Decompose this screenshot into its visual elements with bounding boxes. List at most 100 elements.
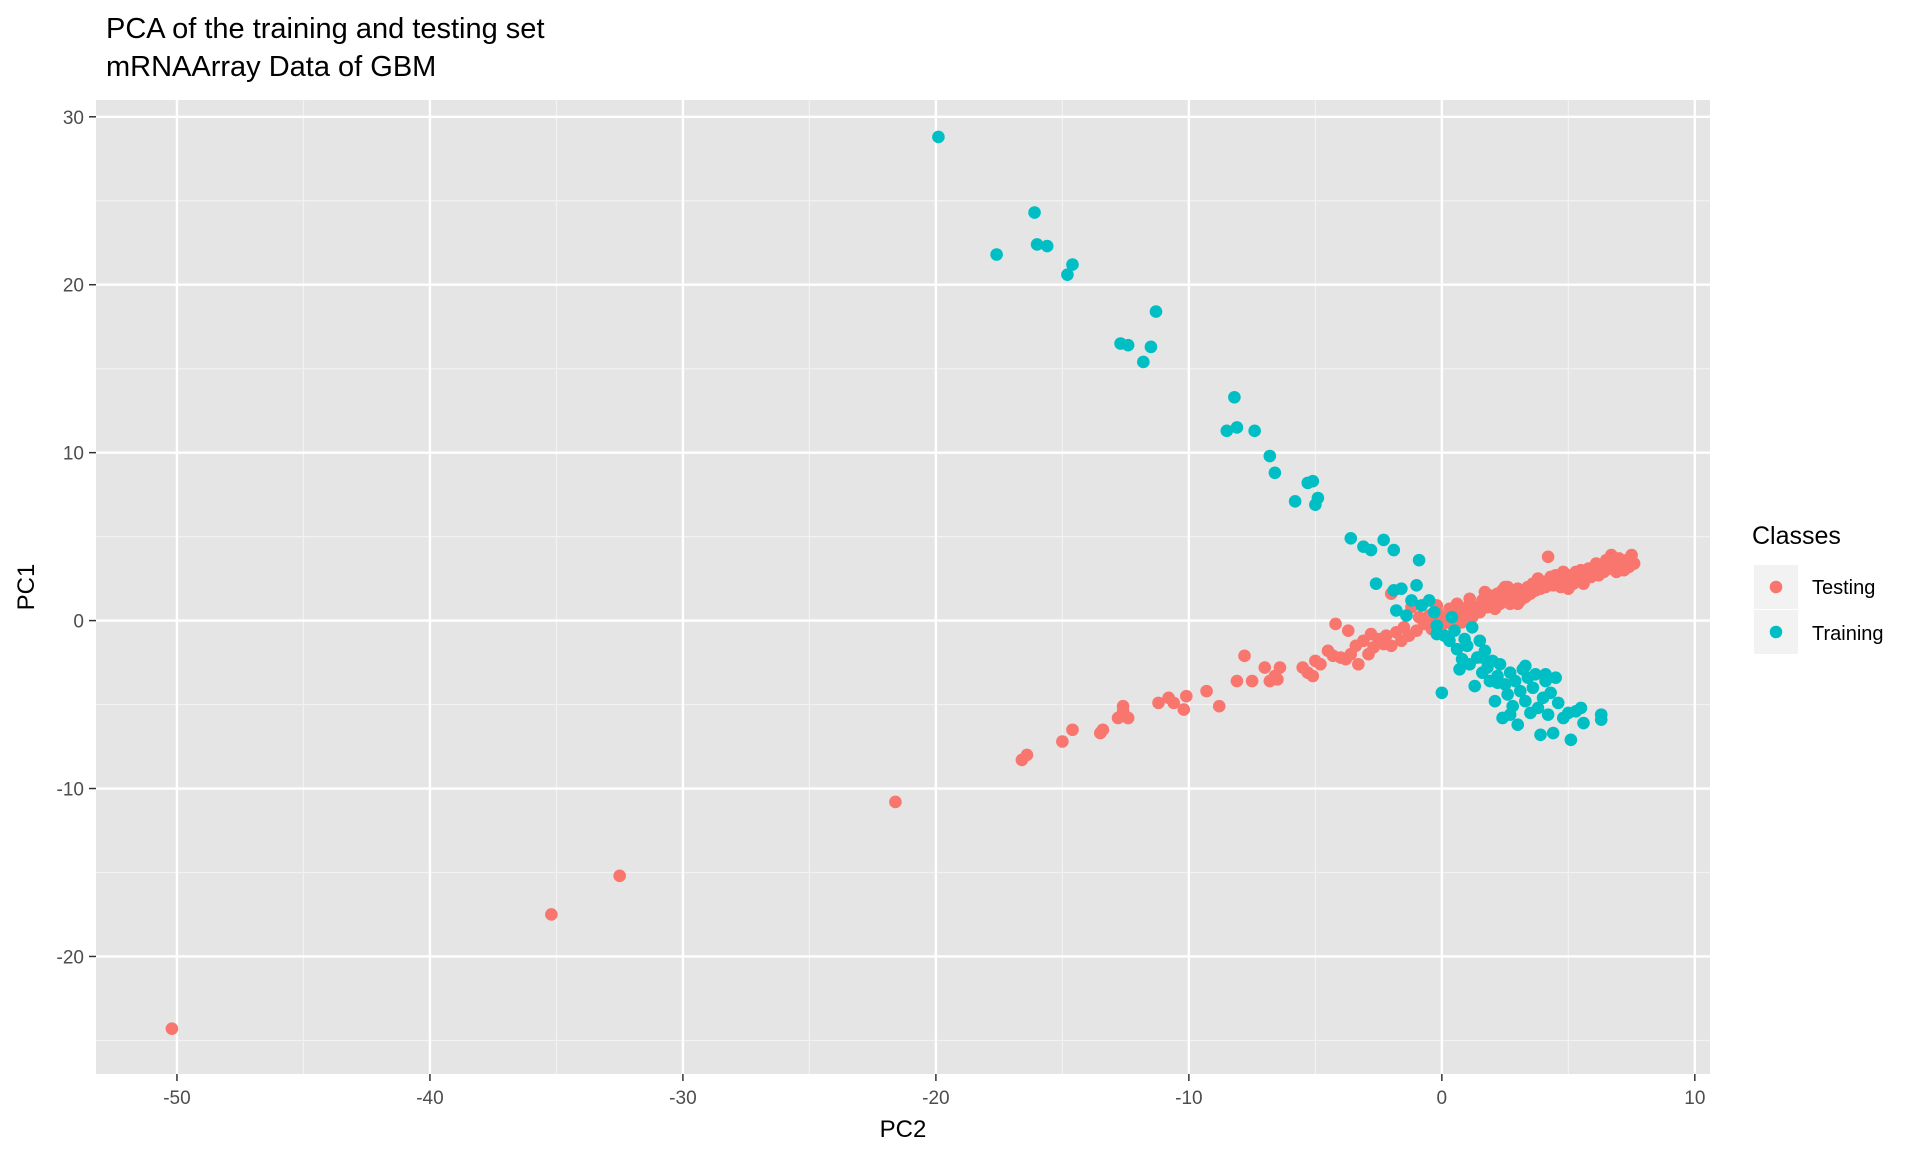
point-testing [1258, 661, 1272, 674]
point-testing [545, 908, 558, 921]
x-tick-label: -10 [1175, 1088, 1202, 1109]
point-training [1473, 634, 1487, 648]
point-training [1476, 651, 1489, 664]
point-testing [1329, 617, 1342, 631]
y-tick-label: 30 [63, 108, 84, 129]
point-training [1412, 553, 1426, 567]
point-training [1443, 634, 1456, 648]
point-training [1395, 582, 1408, 595]
point-training [1541, 708, 1555, 721]
x-tick-label: -40 [416, 1088, 443, 1109]
y-tick-label: -20 [57, 947, 84, 968]
point-training [1369, 577, 1383, 590]
point-training [1387, 543, 1401, 557]
y-tick-label: -10 [57, 780, 84, 801]
point-testing [1541, 550, 1555, 564]
point-training [1450, 642, 1464, 656]
plot-panel [96, 100, 1710, 1074]
point-training [932, 130, 945, 144]
point-testing [1498, 580, 1512, 594]
point-testing [1341, 624, 1355, 637]
point-testing [1116, 699, 1130, 713]
point-testing [1200, 684, 1213, 698]
point-training [1410, 579, 1423, 592]
point-training [1519, 659, 1532, 673]
point-testing [1020, 748, 1034, 762]
point-testing [1384, 639, 1398, 653]
point-training [1427, 605, 1441, 619]
x-tick-label: -30 [669, 1088, 696, 1109]
y-tick-label: 20 [63, 276, 84, 297]
point-training [1144, 340, 1158, 354]
point-training [1364, 543, 1378, 557]
point-training [1493, 657, 1507, 671]
point-training [1230, 421, 1244, 434]
point-training [1526, 681, 1540, 695]
legend-item-training: Training [1754, 610, 1884, 654]
point-testing [1306, 669, 1320, 683]
point-testing [1066, 723, 1079, 737]
point-testing [1056, 735, 1069, 748]
point-training [1519, 694, 1532, 708]
chart-title: PCA of the training and testing set [106, 13, 545, 45]
point-training [1040, 239, 1054, 253]
point-training [1390, 604, 1403, 617]
point-training [1551, 696, 1565, 710]
point-training [1468, 679, 1482, 693]
point-training [1309, 498, 1322, 512]
point-training [1248, 424, 1261, 438]
y-axis-title: PC1 [13, 564, 40, 611]
point-training [1061, 268, 1074, 281]
point-training [1405, 594, 1418, 607]
point-training [1344, 532, 1358, 545]
point-training [1564, 733, 1578, 747]
point-training [1513, 684, 1527, 698]
x-tick-label: -20 [922, 1088, 949, 1109]
point-testing [1177, 703, 1191, 716]
point-testing [1379, 629, 1393, 642]
point-testing [1096, 723, 1110, 737]
point-training [1458, 632, 1471, 646]
point-training [1531, 701, 1545, 715]
point-training [1501, 688, 1514, 701]
point-training [1594, 713, 1608, 726]
point-training [1448, 624, 1461, 637]
point-testing [1314, 657, 1327, 671]
point-training [1445, 610, 1459, 624]
point-training [1574, 701, 1588, 715]
point-training [1465, 621, 1479, 634]
y-tick-label: 10 [63, 444, 84, 465]
point-testing [1230, 674, 1244, 688]
point-training [1546, 726, 1560, 740]
point-testing [1273, 661, 1287, 674]
point-testing [1352, 657, 1365, 671]
point-testing [1460, 600, 1474, 614]
point-training [1030, 238, 1044, 251]
point-training [1228, 390, 1241, 404]
x-tick-label: -50 [163, 1088, 190, 1109]
legend-item-testing: Testing [1754, 565, 1875, 609]
point-training [1511, 718, 1525, 732]
point-training [1491, 676, 1504, 690]
point-training [990, 248, 1003, 261]
point-testing [1511, 597, 1525, 611]
point-training [1121, 338, 1135, 352]
point-training [1028, 206, 1041, 219]
point-testing [1121, 711, 1135, 725]
point-testing [165, 1022, 179, 1035]
point-testing [613, 869, 626, 883]
point-training [1377, 533, 1390, 547]
point-training [1534, 728, 1547, 742]
legend-title: Classes [1752, 522, 1841, 550]
axis-ticks: -50 -40 -30 -20 -10 0 10 -20 -10 0 10 20 30 [57, 108, 1706, 1109]
legend-dot-training [1769, 625, 1783, 639]
point-training [1544, 686, 1557, 700]
point-testing [1212, 699, 1226, 713]
x-tick-label: 0 [1437, 1088, 1448, 1109]
point-training [1508, 674, 1522, 688]
point-training [1263, 449, 1277, 463]
point-testing [1152, 696, 1165, 710]
x-tick-label: 10 [1684, 1088, 1705, 1109]
legend-label-training: Training [1812, 623, 1884, 645]
